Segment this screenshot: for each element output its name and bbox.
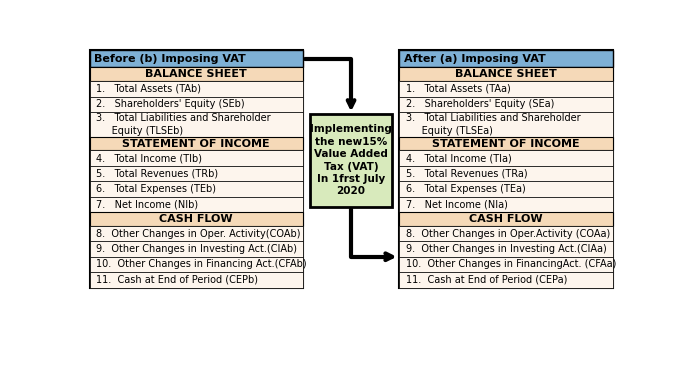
Bar — [90, 81, 303, 97]
Text: 10.  Other Changes in Financing Act.(CFAb): 10. Other Changes in Financing Act.(CFAb… — [96, 260, 306, 270]
Bar — [399, 242, 612, 257]
Text: 8.  Other Changes in Oper. Activity(COAb): 8. Other Changes in Oper. Activity(COAb) — [96, 229, 300, 238]
Bar — [90, 181, 303, 197]
Bar — [399, 272, 612, 288]
Bar — [399, 97, 612, 112]
Bar — [90, 136, 303, 150]
Text: CASH FLOW: CASH FLOW — [159, 214, 233, 224]
Text: 1.   Total Assets (TAb): 1. Total Assets (TAb) — [96, 84, 201, 94]
Text: 11.  Cash at End of Period (CEPb): 11. Cash at End of Period (CEPb) — [96, 275, 258, 285]
Text: After (a) Imposing VAT: After (a) Imposing VAT — [404, 54, 546, 64]
Bar — [310, 114, 392, 207]
Text: 7.   Net Income (NIa): 7. Net Income (NIa) — [406, 200, 508, 209]
Text: CASH FLOW: CASH FLOW — [469, 214, 543, 224]
Text: 6.   Total Expenses (TEa): 6. Total Expenses (TEa) — [406, 184, 525, 194]
Text: 3.   Total Liabilities and Shareholder
     Equity (TLSEa): 3. Total Liabilities and Shareholder Equ… — [406, 113, 580, 135]
Text: STATEMENT OF INCOME: STATEMENT OF INCOME — [432, 138, 580, 148]
Text: 2.   Shareholders' Equity (SEb): 2. Shareholders' Equity (SEb) — [96, 99, 245, 109]
Bar — [399, 50, 612, 288]
Text: Before (b) Imposing VAT: Before (b) Imposing VAT — [94, 54, 246, 64]
Text: BALANCE SHEET: BALANCE SHEET — [145, 69, 247, 79]
Bar — [90, 150, 303, 166]
Text: 1.   Total Assets (TAa): 1. Total Assets (TAa) — [406, 84, 510, 94]
Bar — [90, 212, 303, 226]
Text: 4.   Total Income (TIb): 4. Total Income (TIb) — [96, 153, 201, 163]
Bar — [90, 68, 303, 81]
Text: 10.  Other Changes in FinancingAct. (CFAa): 10. Other Changes in FinancingAct. (CFAa… — [406, 260, 616, 270]
Bar — [399, 50, 612, 68]
Bar — [399, 181, 612, 197]
Bar — [399, 68, 612, 81]
Bar — [90, 272, 303, 288]
Text: 3.   Total Liabilities and Shareholder
     Equity (TLSEb): 3. Total Liabilities and Shareholder Equ… — [96, 113, 271, 135]
Bar — [399, 197, 612, 212]
Text: 9.  Other Changes in Investing Act.(CIAa): 9. Other Changes in Investing Act.(CIAa) — [406, 244, 606, 254]
Bar — [90, 257, 303, 272]
Text: 5.   Total Revenues (TRa): 5. Total Revenues (TRa) — [406, 169, 527, 178]
Bar — [90, 242, 303, 257]
Bar — [90, 112, 303, 136]
Text: 9.  Other Changes in Investing Act.(CIAb): 9. Other Changes in Investing Act.(CIAb) — [96, 244, 297, 254]
Text: 6.   Total Expenses (TEb): 6. Total Expenses (TEb) — [96, 184, 216, 194]
Text: 2.   Shareholders' Equity (SEa): 2. Shareholders' Equity (SEa) — [406, 99, 554, 109]
Bar — [90, 50, 303, 68]
Bar — [399, 112, 612, 136]
Bar — [90, 197, 303, 212]
Text: Implementing
the new15%
Value Added
Tax (VAT)
In 1frst July
2020: Implementing the new15% Value Added Tax … — [310, 124, 392, 196]
Text: 4.   Total Income (TIa): 4. Total Income (TIa) — [406, 153, 512, 163]
Bar — [399, 81, 612, 97]
Bar — [399, 257, 612, 272]
Bar — [399, 226, 612, 242]
Bar — [399, 166, 612, 181]
Bar — [90, 50, 303, 288]
Text: 8.  Other Changes in Oper.Activity (COAa): 8. Other Changes in Oper.Activity (COAa) — [406, 229, 610, 238]
Text: STATEMENT OF INCOME: STATEMENT OF INCOME — [122, 138, 270, 148]
Bar — [90, 166, 303, 181]
Bar — [399, 212, 612, 226]
Bar — [90, 226, 303, 242]
Text: 5.   Total Revenues (TRb): 5. Total Revenues (TRb) — [96, 169, 218, 178]
Bar — [399, 136, 612, 150]
Text: 7.   Net Income (NIb): 7. Net Income (NIb) — [96, 200, 198, 209]
Text: BALANCE SHEET: BALANCE SHEET — [456, 69, 557, 79]
Bar — [399, 150, 612, 166]
Bar — [90, 97, 303, 112]
Text: 11.  Cash at End of Period (CEPa): 11. Cash at End of Period (CEPa) — [406, 275, 567, 285]
